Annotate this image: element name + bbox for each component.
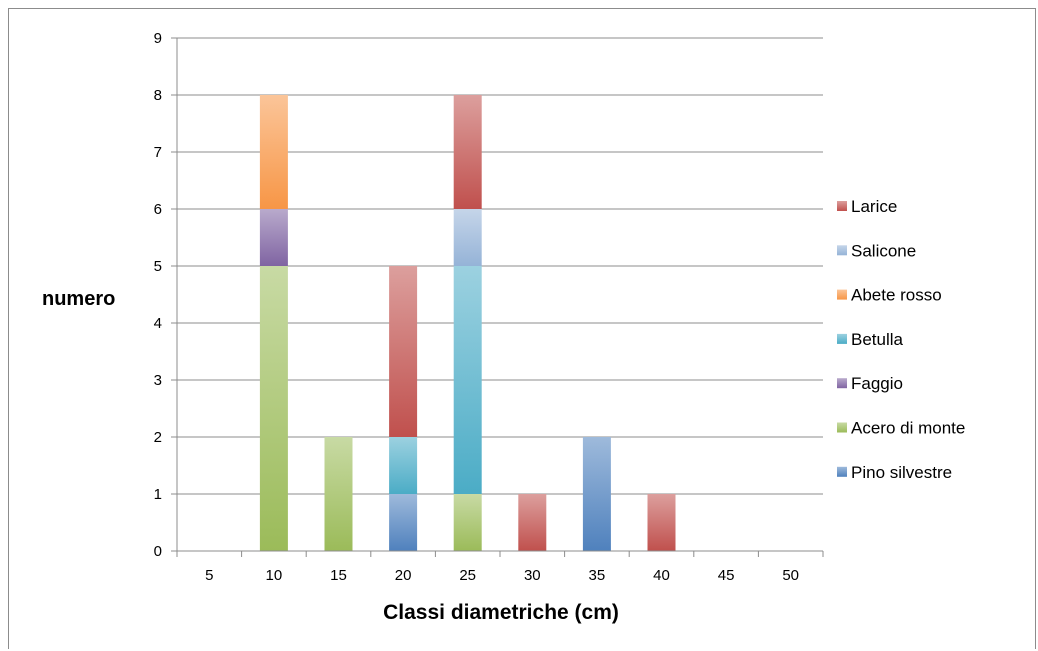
y-tick-label: 7 [154, 144, 162, 161]
y-tick-label: 4 [154, 315, 162, 332]
y-tick-label: 3 [154, 372, 162, 389]
bar-segment [389, 437, 418, 494]
legend-swatch [837, 333, 847, 344]
legend-swatch [837, 245, 847, 256]
bar-segment [259, 95, 288, 209]
x-tick-label: 40 [653, 567, 670, 584]
y-tick-label: 8 [154, 87, 162, 104]
bar-segment [582, 437, 611, 551]
bar-segment [453, 266, 482, 494]
bar-segment [389, 266, 418, 437]
bar-segment [518, 494, 547, 551]
legend-swatch [837, 289, 847, 300]
legend-label: Salicone [851, 241, 916, 260]
y-tick-label: 2 [154, 429, 162, 446]
x-tick-label: 45 [718, 567, 735, 584]
y-tick-label: 1 [154, 486, 162, 503]
bar-segment [453, 95, 482, 209]
y-tick-label: 6 [154, 201, 162, 218]
x-tick-label: 50 [782, 567, 799, 584]
legend-swatch [837, 378, 847, 389]
x-tick-label: 10 [266, 567, 283, 584]
y-tick-label: 5 [154, 258, 162, 275]
bar-segment [453, 494, 482, 551]
legend-label: Faggio [851, 374, 903, 393]
legend-label: Acero di monte [851, 419, 965, 438]
legend-label: Pino silvestre [851, 463, 952, 482]
bar-segment [389, 494, 418, 551]
x-axis-label: Classi diametriche (cm) [383, 601, 619, 624]
bar-segment [324, 437, 353, 551]
bar-segment [647, 494, 676, 551]
bars [259, 95, 676, 551]
legend-swatch [837, 422, 847, 433]
x-tick-labels: 5 10 15 20 25 30 35 40 45 50 [205, 567, 799, 584]
y-axis-label: numero [42, 288, 115, 310]
legend-label: Betulla [851, 330, 904, 349]
legend-label: Larice [851, 197, 897, 216]
bar-segment [453, 209, 482, 266]
x-tick-label: 15 [330, 567, 347, 584]
axes [171, 37, 824, 557]
y-tick-label: 0 [154, 543, 162, 560]
legend: Larice Salicone Abete rosso Betulla Faggio Ac… [837, 197, 965, 482]
bar-segment [259, 266, 288, 551]
y-tick-label: 9 [154, 30, 162, 47]
x-tick-label: 20 [395, 567, 412, 584]
x-tick-label: 35 [589, 567, 606, 584]
y-tick-labels: 0 1 2 3 4 5 6 7 8 9 [154, 30, 162, 560]
x-tick-label: 25 [459, 567, 476, 584]
legend-label: Abete rosso [851, 286, 942, 305]
x-tick-label: 5 [205, 567, 213, 584]
bar-segment [259, 209, 288, 266]
legend-swatch [837, 201, 847, 211]
legend-swatch [837, 466, 847, 477]
x-tick-label: 30 [524, 567, 541, 584]
